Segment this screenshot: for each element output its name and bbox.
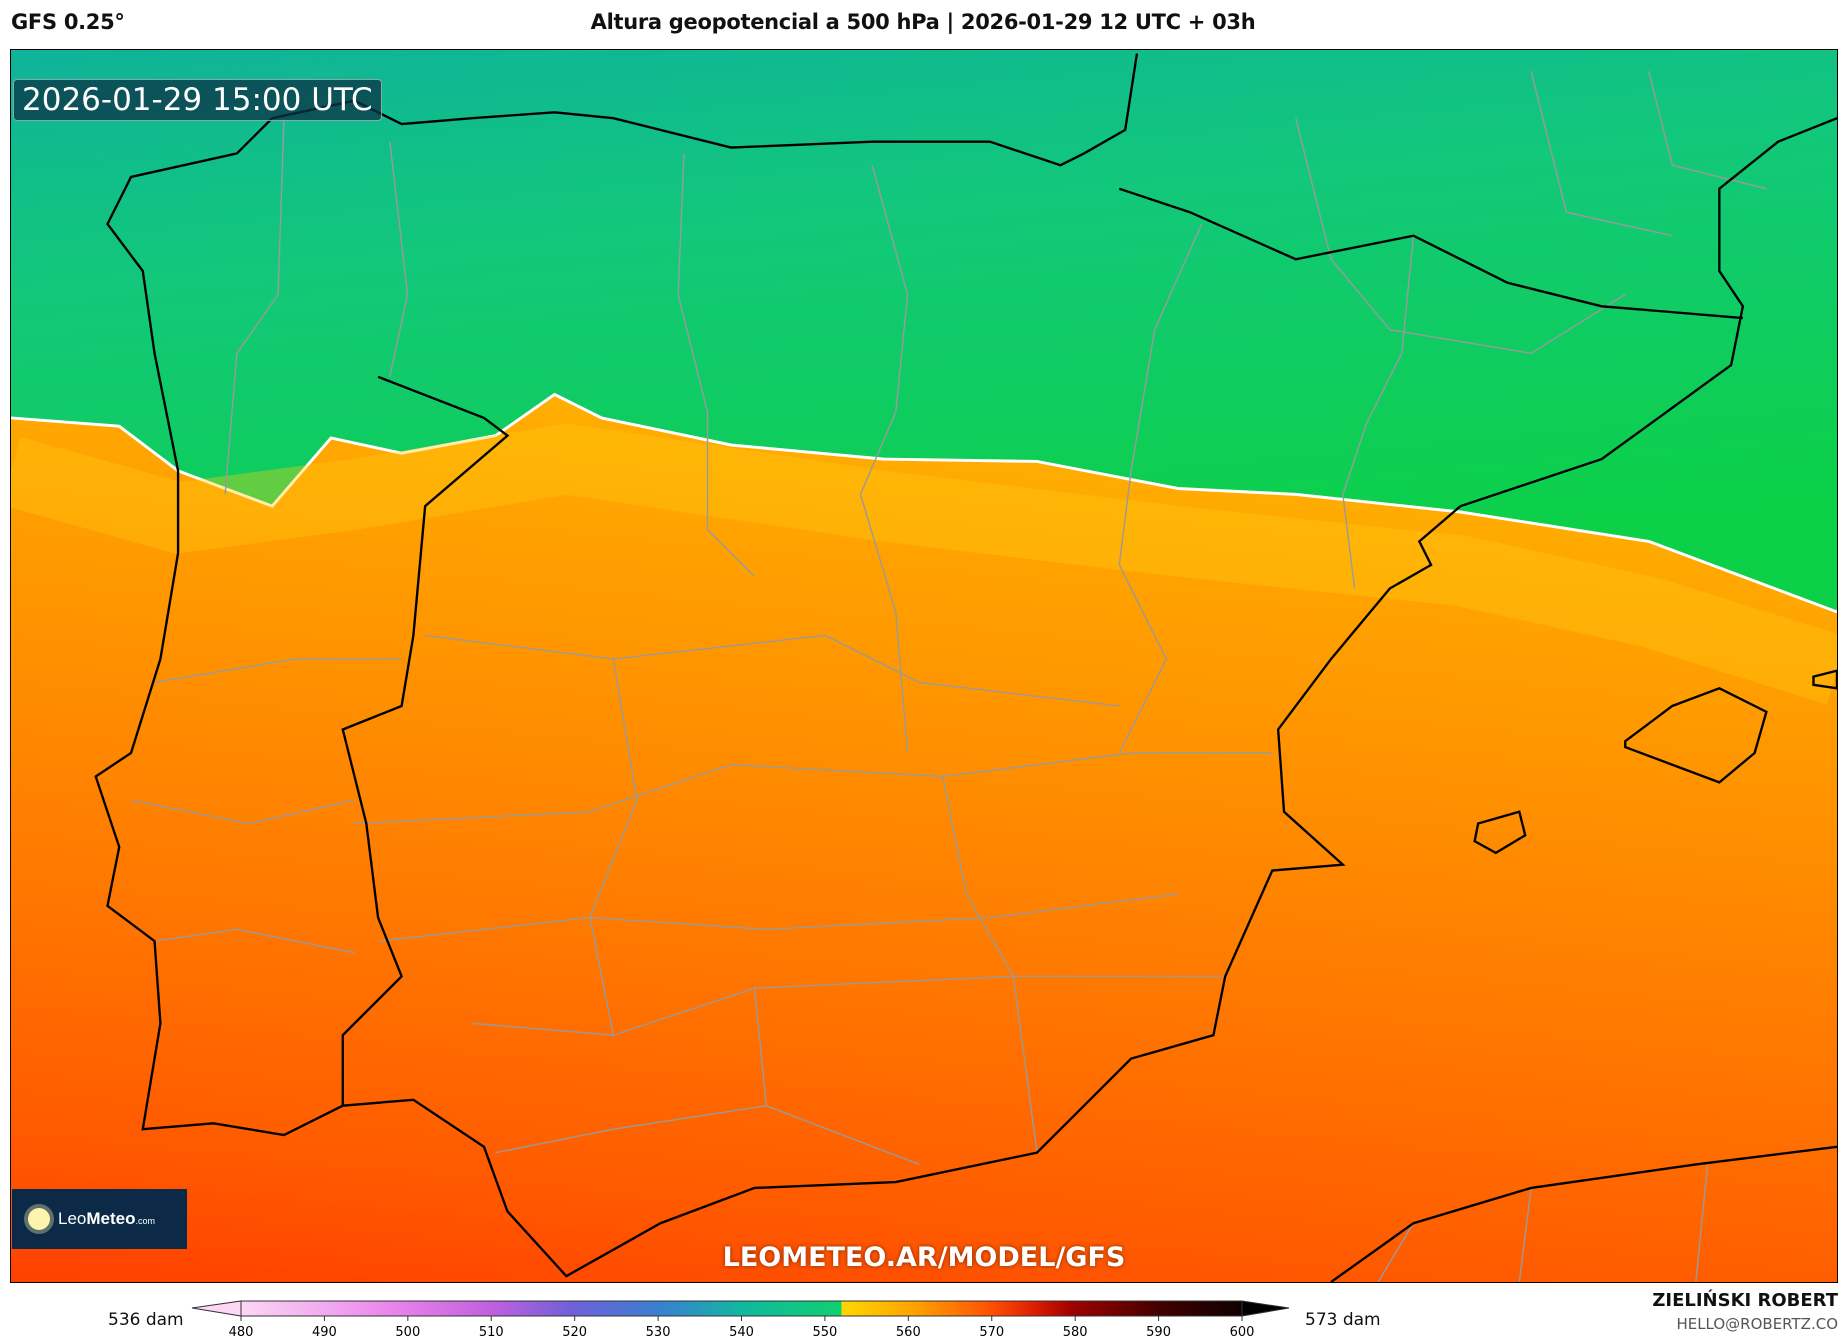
colorbar-tick-label: 600 xyxy=(1230,1325,1255,1338)
colorbar-min-arrow xyxy=(191,1300,242,1317)
geopotential-map: 2026-01-29 15:00 UTC LeoMeteo.com LEOMET… xyxy=(10,49,1838,1283)
chart-title: Altura geopotencial a 500 hPa | 2026-01-… xyxy=(590,10,1256,34)
colorbar-min-label: 536 dam xyxy=(108,1310,184,1330)
contour-552 xyxy=(11,392,1837,614)
colorbar-tick-label: 540 xyxy=(729,1325,754,1338)
colorbar-tick-label: 510 xyxy=(479,1325,504,1338)
colorbar-tick-label: 520 xyxy=(562,1325,587,1338)
colorbar-tick-label: 580 xyxy=(1063,1325,1088,1338)
colorbar-tick-label: 570 xyxy=(979,1325,1004,1338)
model-label: GFS 0.25° xyxy=(11,10,125,34)
colorbar-tick-label: 480 xyxy=(229,1325,254,1338)
coastlines xyxy=(94,53,1837,1282)
valid-time-label: 2026-01-29 15:00 UTC xyxy=(13,79,382,121)
cold-field xyxy=(11,50,1837,612)
author-name: ZIELIŃSKI ROBERT xyxy=(1652,1290,1838,1311)
logo-text: LeoMeteo.com xyxy=(58,1209,156,1228)
author-credit: ZIELIŃSKI ROBERT HELLO@ROBERTZ.CO xyxy=(1652,1290,1838,1333)
sun-icon xyxy=(28,1208,50,1230)
colorbar-tick-label: 560 xyxy=(896,1325,921,1338)
colorbar-tick-label: 550 xyxy=(813,1325,838,1338)
colorbar: 480 490 500 510 520 530 540 550 560 570 580 590 600 xyxy=(191,1300,1290,1338)
watermark-url: LEOMETEO.AR/MODEL/GFS xyxy=(722,1242,1126,1273)
colorbar-max-label: 573 dam xyxy=(1305,1310,1381,1330)
colorbar-max-arrow xyxy=(1241,1300,1290,1317)
colorbar-tick-label: 530 xyxy=(646,1325,671,1338)
province-borders xyxy=(130,70,1767,1282)
colorbar-tick-label: 500 xyxy=(395,1325,420,1338)
map-canvas xyxy=(11,50,1837,1282)
contour-band xyxy=(11,423,1837,705)
leometeo-logo[interactable]: LeoMeteo.com xyxy=(12,1189,187,1249)
colorbar-tick-label: 590 xyxy=(1146,1325,1171,1338)
colorbar-tick-label: 490 xyxy=(312,1325,337,1338)
author-email[interactable]: HELLO@ROBERTZ.CO xyxy=(1676,1315,1838,1333)
colorbar-gradient xyxy=(240,1300,1243,1317)
